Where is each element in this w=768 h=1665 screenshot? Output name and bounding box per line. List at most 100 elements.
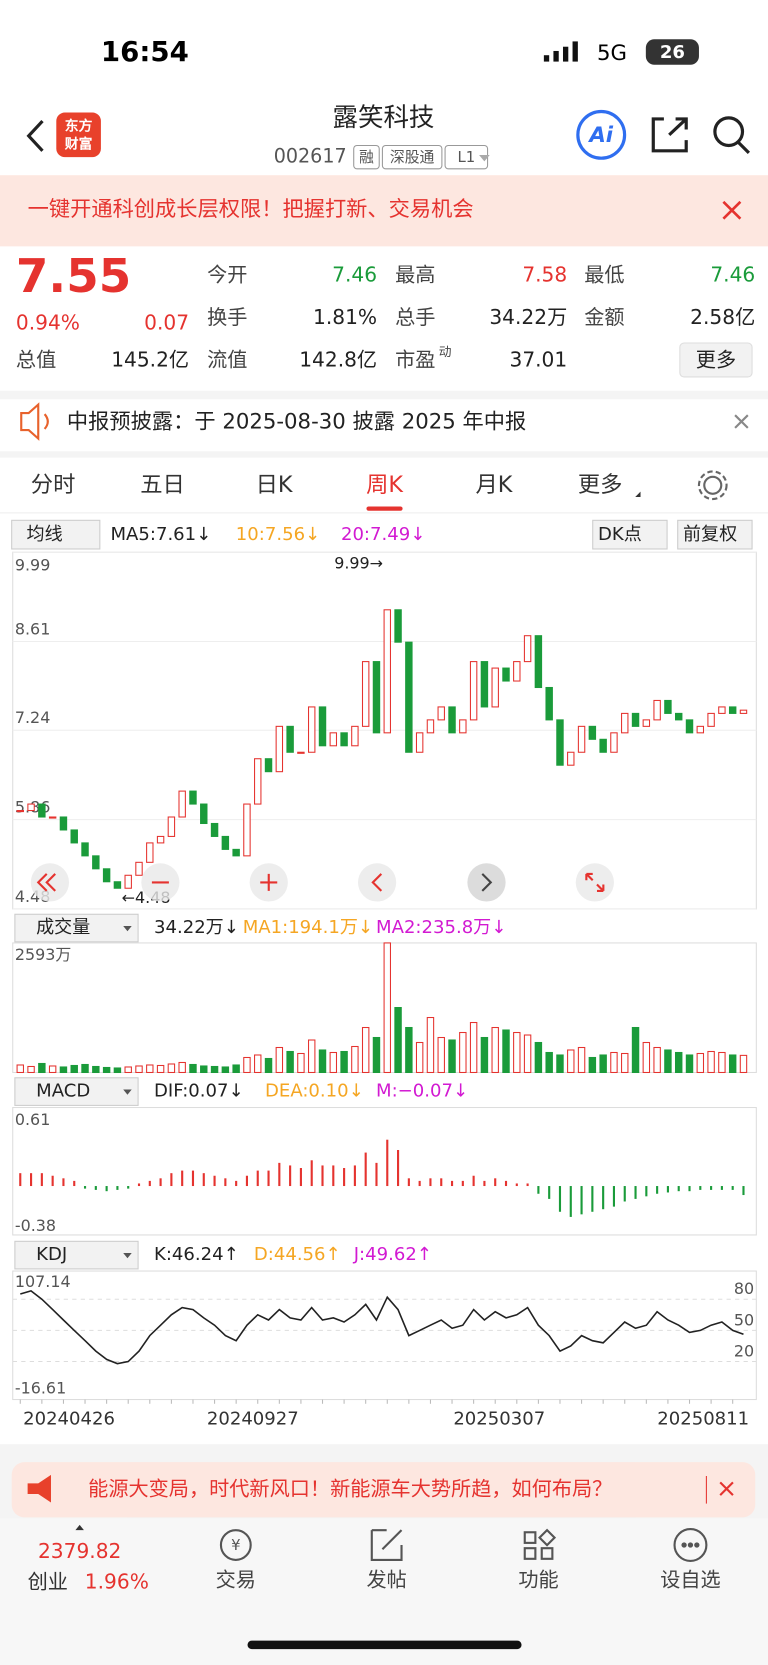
- close-banner[interactable]: [722, 200, 742, 220]
- ma10-label: 10:7.56↓: [236, 524, 320, 545]
- indicator-value: MA2:235.8万↓: [376, 917, 506, 938]
- volume-bar: [480, 1036, 489, 1074]
- candle: [707, 712, 715, 727]
- indicator-value: DIF:0.07↓: [154, 1081, 244, 1102]
- volume-bar: [307, 1039, 316, 1074]
- field-value: 1.81%: [313, 305, 377, 329]
- y-tick-label: 80: [734, 1279, 754, 1298]
- candle: [318, 706, 327, 747]
- candle: [513, 661, 521, 682]
- more-button[interactable]: [679, 342, 753, 378]
- share-button[interactable]: [651, 117, 688, 153]
- field-value: 142.8亿: [299, 348, 377, 372]
- volume-bar: [642, 1041, 651, 1074]
- candle: [167, 816, 176, 837]
- volume-bar: [415, 1041, 424, 1074]
- candle: [135, 861, 143, 876]
- volume-bar: [599, 1054, 607, 1074]
- candle: [534, 635, 543, 689]
- volume-bar: [513, 1031, 521, 1074]
- volume-bar: [200, 1065, 208, 1074]
- volume-bar: [534, 1041, 543, 1074]
- adjust-button[interactable]: [677, 519, 753, 550]
- candle: [92, 855, 100, 870]
- volume-bar: [243, 1056, 251, 1074]
- candle: [48, 816, 57, 819]
- volume-bar: [383, 942, 391, 1074]
- ai-button[interactable]: [576, 109, 627, 160]
- candle: [70, 829, 78, 844]
- y-tick-label: -16.61: [15, 1378, 66, 1397]
- volume-bar: [556, 1054, 564, 1074]
- candle: [59, 816, 68, 831]
- tab[interactable]: 周K: [366, 472, 404, 498]
- dk-button[interactable]: [592, 519, 668, 550]
- volume-bar: [728, 1054, 737, 1074]
- x-date-label: 20240927: [207, 1409, 299, 1430]
- close-notice[interactable]: [734, 414, 749, 429]
- indicator-selector[interactable]: [14, 913, 139, 943]
- candle: [286, 725, 294, 753]
- tab[interactable]: 五日: [140, 472, 185, 498]
- status-battery: 26: [660, 42, 685, 63]
- tab[interactable]: 日K: [256, 472, 294, 498]
- candle: [210, 822, 219, 837]
- next[interactable]: [467, 863, 506, 902]
- change-pct: 0.94%: [16, 310, 80, 334]
- index-value[interactable]: 2379.82: [38, 1539, 121, 1563]
- ad-text: 能源大变局，时代新风口！新能源车大势所趋，如何布局？: [88, 1476, 612, 1500]
- stock-tag-box: [353, 144, 380, 170]
- settings-button[interactable]: [703, 475, 723, 495]
- indicator-value: M:−0.07↓: [376, 1081, 468, 1102]
- y-tick-label: 2593万: [15, 945, 71, 964]
- logo-text: 东方: [65, 117, 93, 134]
- fullscreen[interactable]: [575, 863, 614, 902]
- volume-bar: [156, 1064, 165, 1074]
- volume-bar: [621, 1052, 629, 1074]
- indicator-selector-label: MACD: [36, 1081, 90, 1102]
- settings-gear: [697, 470, 728, 501]
- ma-selector[interactable]: [11, 519, 101, 550]
- close-ad[interactable]: [719, 1481, 734, 1496]
- candle: [232, 848, 240, 857]
- search-button[interactable]: [713, 116, 745, 148]
- nav-item[interactable]: 功能: [518, 1568, 558, 1592]
- tab[interactable]: 分时: [31, 472, 76, 498]
- tab-underline: [366, 506, 403, 511]
- nav-item[interactable]: 设自选: [660, 1568, 720, 1592]
- candle: [394, 609, 402, 643]
- field-value: 145.2亿: [111, 348, 189, 372]
- status-network: 5G: [597, 41, 627, 66]
- promo-text: 一键开通科创成长层权限！把握打新、交易机会: [28, 197, 474, 222]
- tab[interactable]: 更多: [578, 472, 623, 498]
- nav-item[interactable]: 发帖: [366, 1568, 406, 1592]
- candle: [415, 732, 424, 753]
- dk-label: DK点: [598, 524, 642, 545]
- selector-arrow: [123, 1252, 132, 1259]
- candle: [664, 699, 672, 714]
- indicator-value: 34.22万↓: [154, 917, 239, 938]
- chart-frame: [12, 1270, 757, 1401]
- change: 0.07: [144, 310, 189, 334]
- selector-arrow: [123, 1089, 132, 1095]
- ma20-label: 20:7.49↓: [341, 524, 425, 545]
- volume-bar: [286, 1050, 294, 1074]
- x-date-label: 20240426: [23, 1409, 115, 1430]
- prev[interactable]: [357, 863, 397, 902]
- field-label: 最低: [584, 263, 624, 287]
- scroll-left[interactable]: [30, 863, 70, 902]
- ad-banner[interactable]: [11, 1462, 756, 1518]
- adjust-label: 前复权: [683, 524, 737, 545]
- status-time: 16:54: [101, 35, 189, 68]
- logo-text: 财富: [65, 135, 93, 152]
- indicator-selector[interactable]: [14, 1240, 139, 1270]
- volume-bar: [707, 1050, 715, 1074]
- volume-bar: [254, 1054, 262, 1074]
- back-button[interactable]: [26, 119, 44, 152]
- nav-item[interactable]: 交易: [216, 1568, 256, 1592]
- candle: [275, 725, 284, 773]
- field-value: 34.22万: [489, 305, 567, 329]
- promo-banner[interactable]: [0, 175, 768, 247]
- tab[interactable]: 月K: [475, 472, 513, 498]
- indicator-selector[interactable]: [14, 1077, 139, 1106]
